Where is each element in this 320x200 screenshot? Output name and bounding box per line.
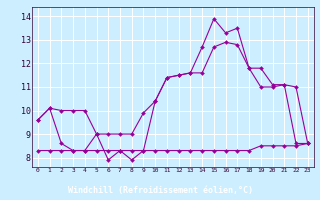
Text: Windchill (Refroidissement éolien,°C): Windchill (Refroidissement éolien,°C)	[68, 186, 252, 196]
